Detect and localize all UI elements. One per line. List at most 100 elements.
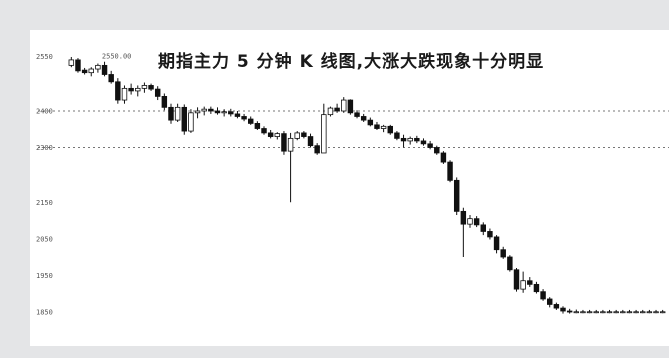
candle-body xyxy=(593,311,599,314)
candle-body xyxy=(360,116,367,121)
candle-body xyxy=(400,137,407,142)
candle-body xyxy=(394,132,400,139)
candle-body xyxy=(533,283,540,293)
candle-body xyxy=(214,110,221,114)
candle-body xyxy=(327,107,334,116)
y-tick-label: 2050 xyxy=(36,235,53,243)
candle-body xyxy=(507,256,513,271)
candle-body xyxy=(247,118,254,124)
candle-body xyxy=(527,280,533,285)
candle-body xyxy=(95,64,101,70)
annotations: 2550.001801.20 xyxy=(102,52,132,60)
candle-body xyxy=(473,218,480,226)
candle-body xyxy=(493,236,500,251)
candle-body xyxy=(208,108,214,112)
candle-body xyxy=(487,231,493,238)
candle-body xyxy=(440,152,447,163)
candle-body xyxy=(81,69,88,74)
candle-body xyxy=(334,107,340,112)
candle-body xyxy=(148,85,154,90)
candle-body xyxy=(234,113,241,117)
reference-lines xyxy=(38,110,669,148)
candle-body xyxy=(128,87,134,92)
candle-body xyxy=(281,133,287,152)
candle-body xyxy=(460,210,467,225)
candle-body xyxy=(88,68,94,74)
candle-body xyxy=(188,112,194,132)
candle-body xyxy=(294,132,300,139)
candle-body xyxy=(659,311,666,314)
candle-body xyxy=(314,145,320,154)
candle-body xyxy=(68,59,75,66)
candle-body xyxy=(261,128,267,134)
y-tick-label: 1950 xyxy=(36,272,53,280)
candle-body xyxy=(108,74,114,83)
candle-body xyxy=(267,132,274,137)
candle-body xyxy=(241,116,247,120)
candle-body xyxy=(341,99,347,112)
candle-body xyxy=(586,311,593,314)
candle-body xyxy=(560,307,566,312)
candle-body xyxy=(540,291,546,300)
candle-body xyxy=(287,137,294,152)
candle-body xyxy=(181,106,188,132)
candle-body xyxy=(546,298,553,305)
candle-body xyxy=(500,249,506,258)
candle-body xyxy=(254,123,261,129)
candle-body xyxy=(434,147,440,154)
candle-body xyxy=(174,106,181,121)
candle-body xyxy=(228,111,234,115)
candle-body xyxy=(141,85,148,89)
candle-body xyxy=(640,311,646,314)
candle-body xyxy=(606,311,613,314)
candle-body xyxy=(168,106,174,121)
candle-body xyxy=(613,311,619,314)
y-tick-label: 2400 xyxy=(36,108,53,116)
y-tick-label: 1850 xyxy=(36,308,53,316)
candles xyxy=(68,56,666,314)
chart-caption: 期指主力 5 分钟 K 线图,大涨大跌现象十分明显 xyxy=(158,52,545,72)
candle-body xyxy=(154,88,161,97)
candle-body xyxy=(347,99,354,114)
y-tick-label: 2550 xyxy=(36,53,53,61)
kline-chart: 2550 2400 2300 2150 2050 1950 1850 2550.001801… xyxy=(36,52,669,317)
candle-body xyxy=(626,311,633,314)
candle-body xyxy=(101,64,108,75)
candle-body xyxy=(274,133,281,137)
candle-body xyxy=(480,224,487,232)
candle-body xyxy=(573,311,580,314)
candle-body xyxy=(354,112,360,117)
candle-body xyxy=(121,87,128,101)
candle-body xyxy=(135,87,141,92)
candle-body xyxy=(115,81,121,101)
candle-body xyxy=(221,111,227,114)
candle-body xyxy=(374,124,380,129)
candle-body xyxy=(620,311,626,314)
candle-body xyxy=(513,269,520,290)
candle-body xyxy=(646,311,653,314)
candle-body xyxy=(653,311,659,314)
candle-body xyxy=(420,140,427,145)
candle-body xyxy=(201,108,207,112)
candle-body xyxy=(467,218,473,225)
price-annotation: 2550.00 xyxy=(102,52,132,60)
candle-body xyxy=(161,96,168,108)
y-tick-label: 2300 xyxy=(36,144,53,152)
candle-body xyxy=(520,280,526,290)
candle-body xyxy=(414,137,420,142)
candle-body xyxy=(453,179,460,212)
chart-panel: 2550 2400 2300 2150 2050 1950 1850 2550.001801… xyxy=(30,30,669,346)
y-axis-ticks: 2550 2400 2300 2150 2050 1950 1850 xyxy=(36,53,53,317)
candle-body xyxy=(566,310,573,313)
candle-body xyxy=(75,59,81,72)
candle-body xyxy=(633,311,639,314)
candle-body xyxy=(553,304,560,309)
candle-body xyxy=(447,161,453,181)
candle-body xyxy=(407,137,413,142)
candle-body xyxy=(387,125,393,134)
candle-body xyxy=(307,136,314,147)
candle-body xyxy=(321,114,327,154)
candle-body xyxy=(367,119,374,126)
candle-body xyxy=(427,143,433,148)
